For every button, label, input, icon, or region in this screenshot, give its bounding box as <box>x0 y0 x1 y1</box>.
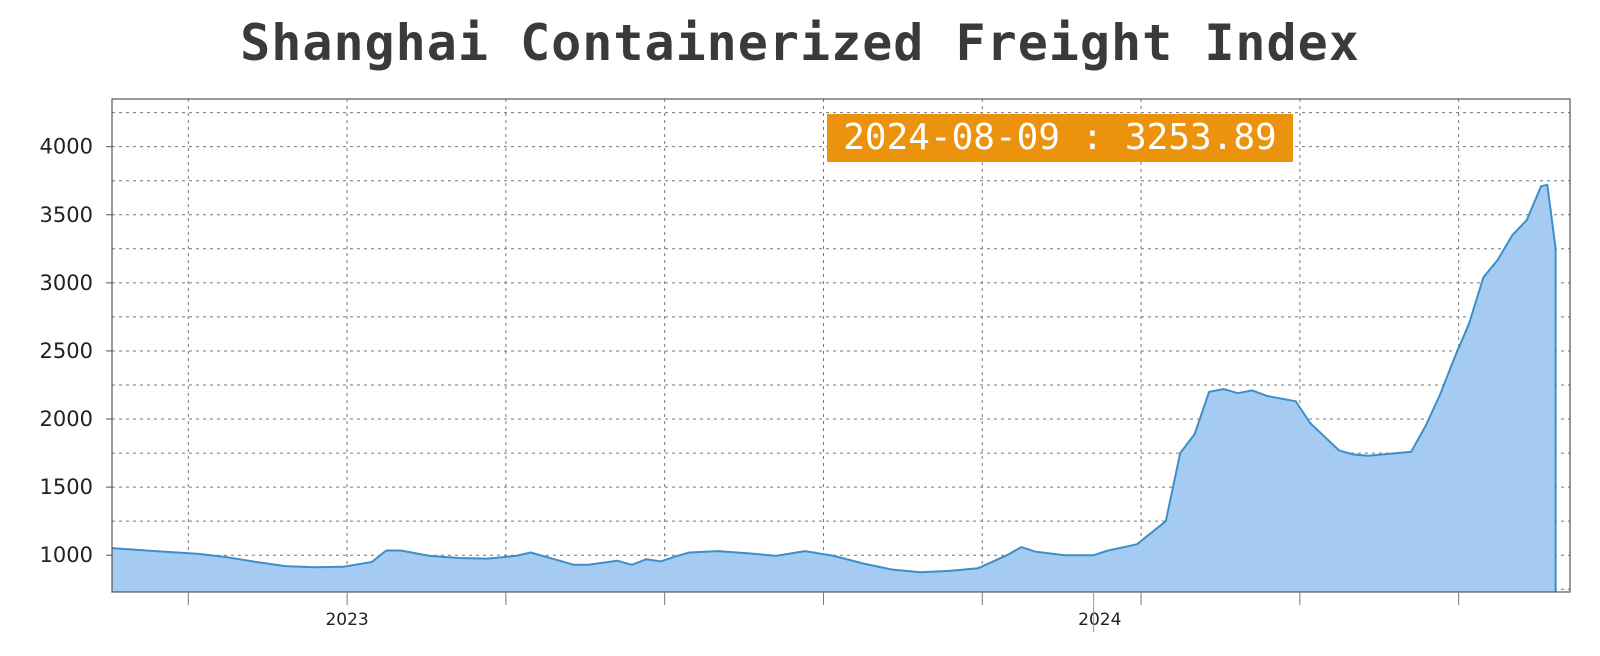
area-fill <box>112 184 1556 593</box>
y-axis: 1000 1500 2000 2500 3000 3500 4000 <box>40 135 112 567</box>
plot-frame <box>111 98 1571 593</box>
y-tick-label: 2500 <box>40 339 93 363</box>
x-tick-label: 2024 <box>1078 610 1121 630</box>
y-tick-label: 3500 <box>40 203 93 227</box>
y-tick-label: 3000 <box>40 271 93 295</box>
series-line <box>111 183 1557 592</box>
chart-title: Shanghai Containerized Freight Index <box>240 14 1360 72</box>
x-tick-label: 2023 <box>325 610 368 630</box>
y-tick-label: 4000 <box>40 135 93 159</box>
value-callout: 2024-08-09 : 3253.89 <box>827 114 1293 162</box>
y-tick-label: 2000 <box>40 407 93 431</box>
plot-border <box>111 98 1571 593</box>
y-tick-label: 1000 <box>40 543 93 567</box>
series-area <box>111 183 1557 593</box>
y-tick-label: 1500 <box>40 475 93 499</box>
x-axis: 2023 2024 <box>187 592 1460 632</box>
